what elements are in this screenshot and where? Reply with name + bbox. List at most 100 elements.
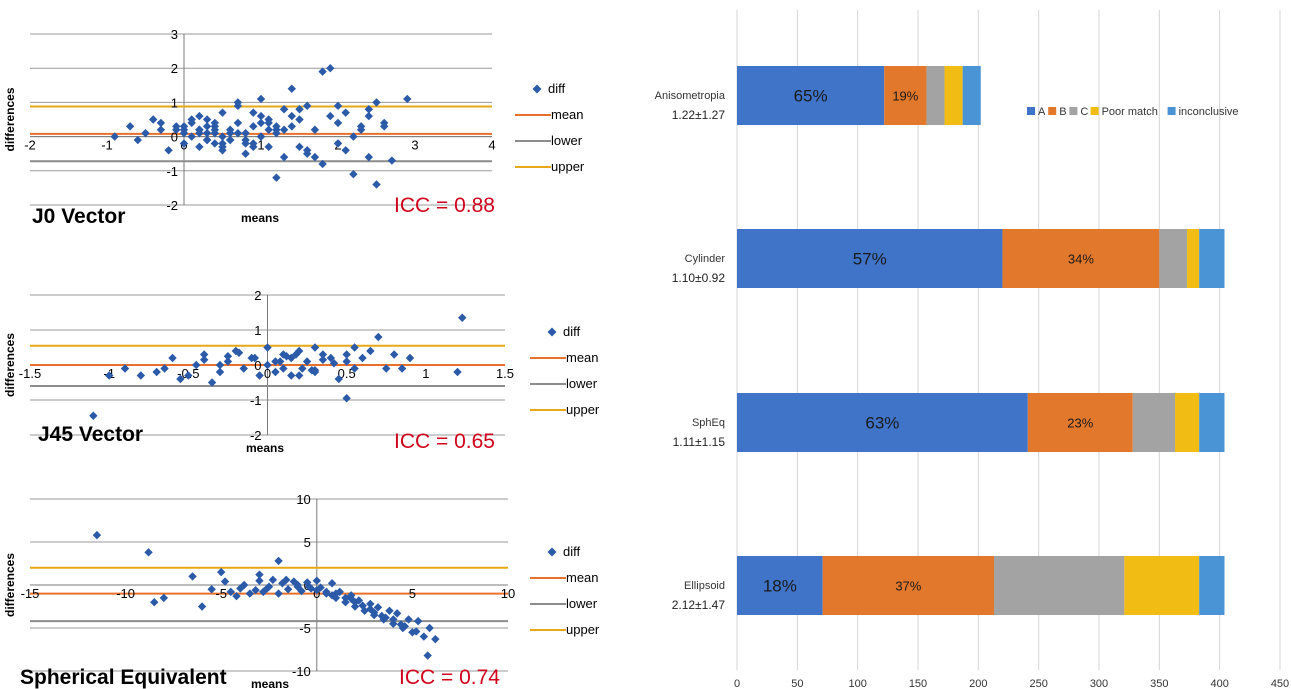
data-point [282, 352, 291, 361]
data-point [264, 115, 273, 124]
data-point [331, 589, 341, 598]
data-point [172, 125, 181, 134]
data-label: 37% [895, 579, 921, 594]
data-point [195, 111, 204, 121]
data-point [264, 125, 273, 134]
data-point [275, 357, 285, 366]
data-point [354, 596, 364, 605]
category-label: Anisometropia [655, 90, 726, 102]
data-point [215, 367, 225, 377]
y-tick-label: -2 [250, 428, 262, 443]
icc-annotation: ICC = 0.65 [394, 430, 495, 453]
x-tick-label: 1 [422, 366, 429, 381]
data-point [303, 101, 312, 111]
y-tick-label: 3 [171, 27, 178, 42]
data-point [366, 604, 375, 614]
data-point [312, 576, 321, 585]
data-point [160, 364, 169, 373]
data-point [350, 598, 360, 607]
data-point [92, 530, 102, 540]
data-point [350, 343, 359, 352]
data-point [256, 132, 266, 141]
data-point [168, 353, 177, 363]
legend-mean-label: mean [566, 570, 599, 585]
data-point [326, 353, 336, 363]
scatter-panel-3: -15-10-50510-10-50510differencesmeansdif… [3, 492, 600, 689]
data-point [110, 132, 119, 141]
data-point [287, 84, 296, 93]
data-point [310, 366, 320, 375]
data-point [297, 586, 306, 596]
category-sublabel: 1.11±1.15 [673, 435, 726, 449]
data-point [176, 374, 185, 384]
x-tick-label: 1 [257, 138, 264, 153]
x-tick-label: 300 [1090, 678, 1108, 689]
data-point [207, 378, 217, 387]
legend-mean-label: mean [551, 107, 584, 122]
data-point [329, 359, 339, 368]
data-point [279, 105, 289, 114]
data-point [164, 146, 173, 155]
x-tick-label: 4 [488, 138, 495, 153]
bar-segment [944, 66, 963, 125]
data-point [389, 615, 398, 624]
data-point [156, 125, 166, 134]
data-point [303, 149, 312, 158]
data-point [249, 122, 258, 131]
data-point [249, 142, 258, 152]
data-point [133, 135, 142, 145]
data-point [195, 142, 204, 152]
data-point [287, 111, 296, 121]
data-point [431, 634, 440, 644]
bar-segment [1199, 393, 1225, 452]
data-point [294, 371, 304, 380]
data-point [156, 118, 166, 128]
data-point [458, 313, 467, 322]
data-point [360, 606, 369, 615]
x-tick-label: -1.5 [19, 366, 41, 381]
x-axis-label: means [246, 441, 284, 455]
bar-row-cylinder: 57% 34% [737, 229, 1225, 288]
data-point [425, 623, 434, 633]
bar-segment [1187, 229, 1200, 288]
data-point [195, 128, 204, 138]
data-point [218, 132, 227, 141]
data-point [453, 367, 462, 377]
x-tick-label: 100 [848, 678, 866, 689]
legend: diff mean lower upper [530, 544, 600, 637]
data-point [396, 620, 406, 629]
legend-label: inconclusive [1179, 106, 1239, 118]
x-tick-label: -10 [116, 586, 135, 601]
data-point [263, 343, 272, 352]
panel-title: J0 Vector [32, 205, 125, 228]
data-point [413, 616, 423, 626]
data-point [358, 353, 367, 363]
legend-label: A [1038, 106, 1046, 118]
data-point [199, 350, 209, 359]
data-point [226, 135, 235, 145]
legend-lower-label: lower [551, 133, 583, 148]
data-point [278, 579, 287, 588]
legend-label: C [1080, 106, 1088, 118]
x-axis-label: means [251, 677, 289, 689]
x-tick-label: 400 [1210, 678, 1228, 689]
bar-segment [737, 66, 885, 125]
data-point [318, 67, 327, 76]
y-axis-label: differences [3, 87, 17, 151]
legend-upper-label: upper [566, 622, 600, 637]
data-point [381, 613, 390, 622]
x-tick-label: 0 [264, 366, 271, 381]
legend-upper-label: upper [551, 159, 585, 174]
legend-diff-label: diff [563, 544, 580, 559]
legend-upper-label: upper [566, 402, 600, 417]
data-point [255, 570, 264, 579]
data-point [373, 603, 383, 612]
data-point [364, 152, 373, 162]
data-point [366, 346, 375, 356]
data-point [423, 651, 432, 660]
data-point [217, 567, 226, 577]
x-tick-label: 450 [1271, 678, 1289, 689]
data-point [104, 371, 114, 380]
data-point [272, 128, 281, 138]
legend-diff-marker [547, 547, 557, 557]
